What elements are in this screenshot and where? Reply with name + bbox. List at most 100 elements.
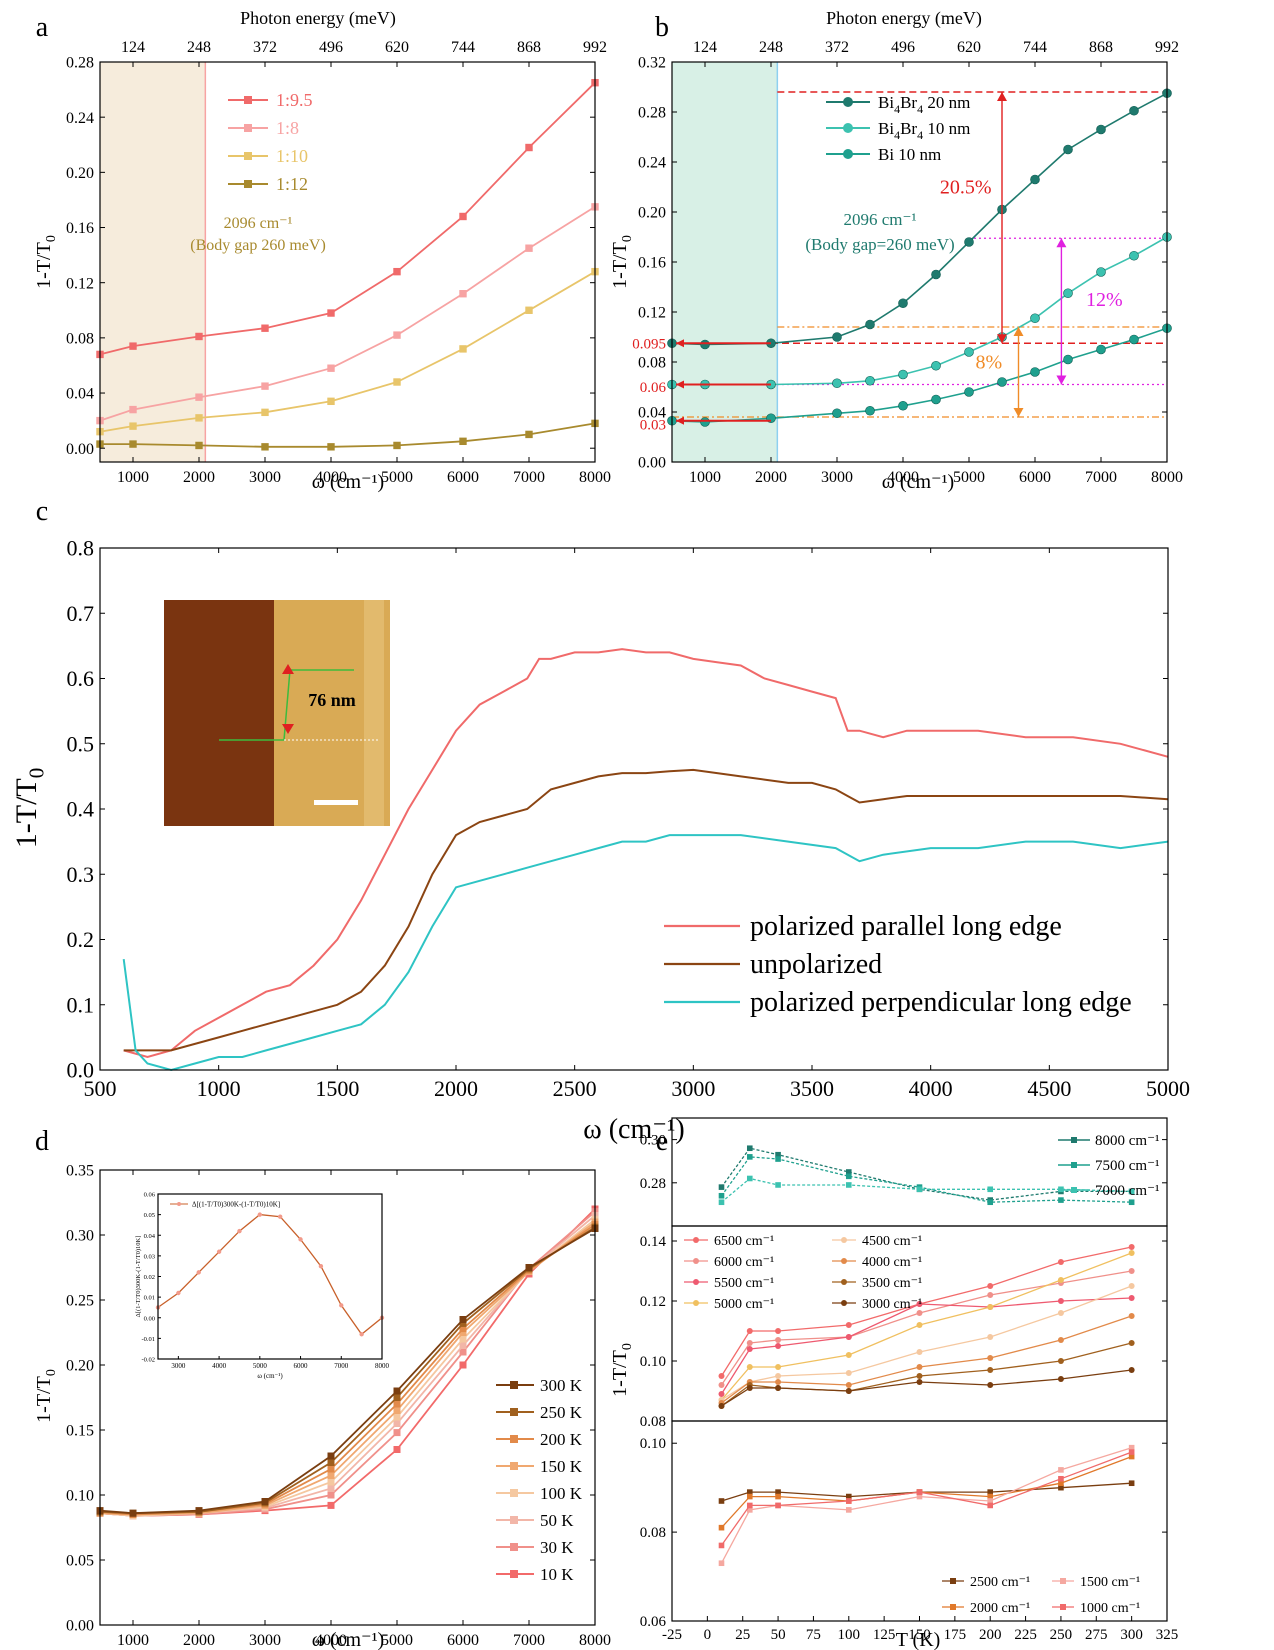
data-point [718, 1192, 725, 1199]
x-tick-label: 5000 [1146, 1076, 1190, 1101]
y-axis-label-subscript: 0 [25, 768, 49, 779]
legend-label-part: Br [900, 93, 917, 112]
inset-thickness-label: 76 nm [308, 690, 356, 710]
data-point [327, 397, 335, 406]
data-point [393, 378, 401, 386]
series-line-Bi 10 nm [671, 327, 1168, 423]
panel-d: 1000 2000 3000 4000 5000 6000 7000 8000 0.00 0.05… [33, 1126, 611, 1650]
data-point [129, 1509, 137, 1517]
data-point [746, 1328, 753, 1334]
y-tick-label: 0.2 [67, 927, 95, 952]
data-point [865, 405, 875, 416]
y-tick-label-extra: 0.06 [640, 380, 667, 396]
data-point [718, 1184, 725, 1190]
legend-label: 3500 cm⁻¹ [862, 1276, 922, 1291]
x-tick-label: 4000 [315, 469, 347, 486]
y-axis-label: 1-T/T0 [33, 1369, 59, 1423]
legend-marker [841, 1300, 847, 1306]
data-point [718, 1560, 725, 1567]
y-tick-label: 0.30 [66, 1228, 94, 1245]
legend-label: 1:9.5 [276, 90, 313, 110]
data-point [129, 405, 137, 414]
data-point [898, 298, 908, 309]
data-point [1128, 1250, 1135, 1256]
afm-up-marker [282, 664, 294, 674]
x-tick-label: 3000 [249, 1632, 281, 1649]
legend-marker [244, 124, 252, 132]
legend-marker [510, 1489, 518, 1497]
x-tick-label: 7000 [513, 469, 545, 486]
data-point [1129, 250, 1139, 261]
data-point [129, 422, 137, 430]
panel-letter: e [656, 1126, 668, 1157]
data-point [987, 1502, 994, 1509]
panel-letter: b [655, 12, 669, 43]
legend-label: 6500 cm⁻¹ [714, 1234, 774, 1249]
x-tick-label: 500 [84, 1076, 117, 1101]
data-point [746, 1489, 753, 1495]
data-point [718, 1391, 725, 1397]
y-tick-label: 0.1 [67, 992, 95, 1017]
arrow-20-5-head [997, 92, 1007, 101]
legend-label: unpolarized [750, 949, 882, 980]
data-point [775, 1493, 781, 1500]
data-point [746, 1507, 753, 1513]
y-tick-label: 0.12 [640, 1294, 666, 1310]
inset-y-tick-label: 0.00 [144, 1315, 155, 1322]
legend-label: 2500 cm⁻¹ [970, 1575, 1030, 1590]
y-tick-label: 0.28 [638, 105, 666, 122]
data-point [459, 345, 467, 353]
legend-label: 1:12 [276, 174, 308, 194]
legend-label: 8000 cm⁻¹ [1095, 1133, 1160, 1149]
legend-label: polarized parallel long edge [750, 911, 1062, 942]
x-axis-label: ω (cm⁻¹) [312, 471, 384, 493]
y-tick-label: 0.08 [638, 355, 666, 372]
top-tick-label: 248 [187, 39, 211, 56]
data-point [746, 1145, 753, 1152]
data-point [931, 360, 941, 371]
legend-marker [510, 1543, 518, 1551]
y-tick-label: 0.08 [66, 330, 94, 347]
data-point [1057, 1259, 1064, 1265]
x-tick-label: 300 [1120, 1627, 1143, 1643]
data-point [746, 1346, 753, 1352]
inset-x-tick-label: 5000 [253, 1362, 268, 1370]
legend-marker [843, 97, 853, 107]
data-point [746, 1154, 753, 1160]
legend-marker [510, 1462, 518, 1470]
arrow-12-head [1056, 375, 1067, 385]
y-tick-label: 0.3 [67, 862, 95, 887]
data-point [195, 393, 203, 401]
legend-label-part: 20 nm [923, 93, 970, 112]
data-point [393, 441, 401, 450]
panel-letter: d [35, 1126, 49, 1157]
baseline-arrow-head [676, 380, 684, 389]
data-point [1128, 1313, 1135, 1319]
data-point [1096, 124, 1106, 135]
legend-label: Bi 10 nm [878, 145, 941, 164]
inset-data-point [237, 1228, 242, 1234]
y-tick-label: 0.12 [638, 305, 666, 322]
gap-shade [100, 62, 206, 462]
legend-label-part: 10 nm [923, 119, 970, 138]
y-tick-label: 0.35 [66, 1163, 94, 1180]
data-point [916, 1310, 923, 1316]
data-point [393, 1420, 401, 1427]
legend-marker [693, 1258, 699, 1264]
legend-label-sub: 4 [917, 102, 923, 116]
legend-label: 200 K [540, 1430, 583, 1449]
data-point [987, 1489, 994, 1495]
afm-step [364, 600, 384, 826]
series-line-1500 cm⁻¹ [720, 1447, 1132, 1564]
legend-label: 300 K [540, 1376, 583, 1395]
inset-y-tick-label: 0.03 [144, 1253, 155, 1260]
x-tick-label: 1500 [315, 1076, 359, 1101]
data-point [931, 394, 941, 405]
top-tick-label: 248 [759, 39, 783, 56]
legend-marker [841, 1237, 847, 1243]
x-axis-label: ω (cm⁻¹) [312, 1629, 384, 1650]
data-point [845, 1169, 852, 1175]
inset-data-point [176, 1290, 181, 1296]
top-tick-label: 124 [121, 39, 145, 56]
